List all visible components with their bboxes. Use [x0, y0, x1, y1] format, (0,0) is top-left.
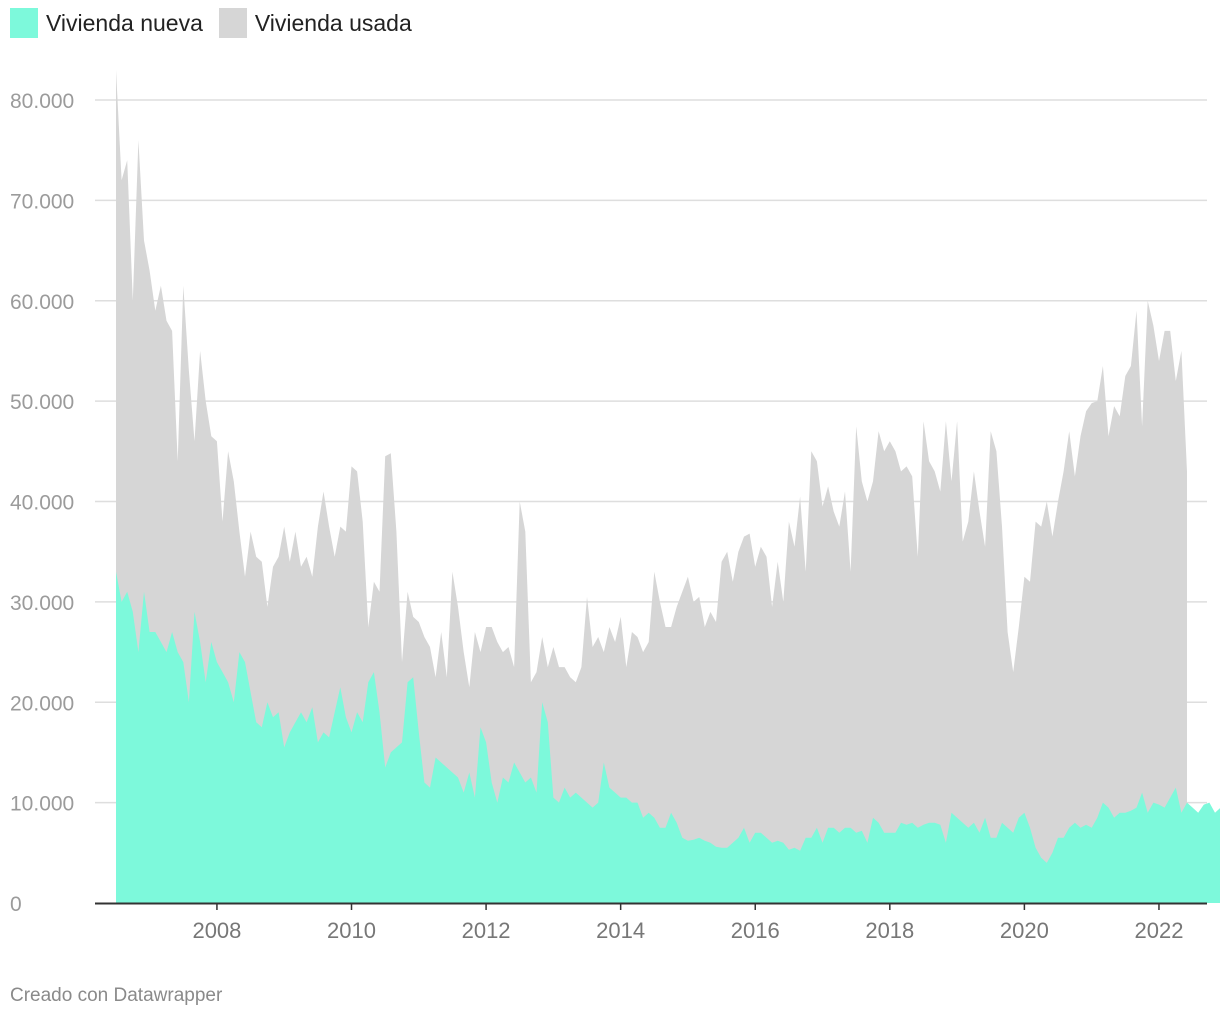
legend-item-vivienda-usada[interactable]: Vivienda usada	[218, 8, 412, 38]
y-tick-label: 70.000	[10, 190, 74, 213]
area-vivienda-nueva	[116, 571, 1220, 903]
y-tick-label: 40.000	[10, 492, 74, 515]
x-tick-label: 2012	[462, 918, 511, 943]
y-tick-label: 10.000	[10, 793, 74, 816]
legend-swatch-vivienda-usada	[218, 8, 247, 38]
legend-swatch-vivienda-nueva	[10, 8, 38, 38]
x-tick-label: 2016	[731, 918, 780, 943]
legend: Vivienda nueva Vivienda usada	[10, 8, 428, 38]
y-tick-label: 30.000	[10, 592, 74, 615]
legend-label-vivienda-nueva: Vivienda nueva	[46, 9, 203, 36]
y-tick-label: 80.000	[10, 90, 74, 113]
y-tick-label: 60.000	[10, 291, 74, 314]
x-tick-label: 2010	[327, 918, 376, 943]
y-tick-label: 50.000	[10, 391, 74, 414]
x-tick-label: 2018	[865, 918, 914, 943]
area-vivienda-usada	[116, 69, 1187, 903]
credit-text: Creado con Datawrapper	[10, 985, 223, 1006]
y-tick-label: 20.000	[10, 692, 74, 715]
x-tick-label: 2022	[1134, 918, 1183, 943]
x-tick-label: 2014	[596, 918, 645, 943]
y-tick-label: 0	[10, 893, 22, 916]
legend-item-vivienda-nueva[interactable]: Vivienda nueva	[10, 8, 203, 38]
area-series	[116, 69, 1220, 903]
legend-label-vivienda-usada: Vivienda usada	[254, 9, 412, 36]
x-tick-label: 2008	[192, 918, 241, 943]
x-axis: 2008 2010 2012 2014 2016 2018 2020 2022	[95, 902, 1207, 943]
x-tick-label: 2020	[1000, 918, 1049, 943]
y-axis: 0 10.000 20.000 30.000 40.000 50.000 60.000 70.…	[10, 90, 74, 916]
